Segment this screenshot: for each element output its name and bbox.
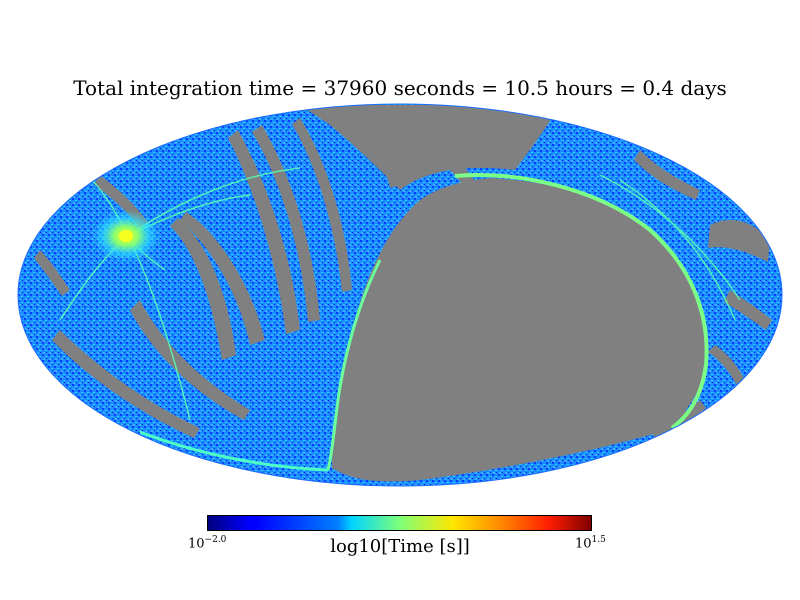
- edge-arc-right: [454, 172, 709, 430]
- colorbar: [207, 515, 592, 531]
- unobserved-top-band: [300, 105, 560, 190]
- unobserved-region: [332, 178, 707, 482]
- colorbar-gradient: [208, 516, 591, 530]
- chart-title: Total integration time = 37960 seconds =…: [73, 76, 727, 100]
- map-boundary: [17, 103, 783, 487]
- hotspot-core: [119, 230, 133, 242]
- colorbar-max-label: 101.5: [575, 535, 606, 552]
- edge-arc-left: [326, 259, 382, 471]
- edge-arc-bottom: [139, 430, 329, 472]
- colorbar-label: log10[Time [s]]: [330, 536, 470, 557]
- colorbar-min-label: 10−2.0: [188, 535, 227, 552]
